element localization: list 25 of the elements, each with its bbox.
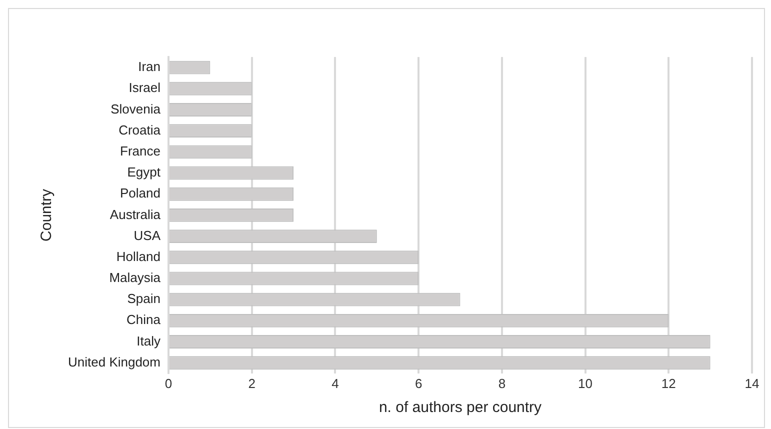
y-tick-label: Croatia [118, 122, 162, 138]
x-tick-label: 4 [332, 376, 339, 391]
y-tick-label: France [120, 144, 160, 158]
y-tick-label: USA [134, 228, 161, 243]
x-axis-title: n. of authors per country [378, 399, 542, 416]
x-tick-label: 10 [578, 376, 593, 391]
y-tick-label: Egypt [127, 164, 161, 180]
x-tick-label: 8 [498, 376, 506, 391]
x-tick-label: 6 [414, 376, 422, 391]
x-tick-label: 12 [661, 376, 676, 391]
y-tick-label: Israel [128, 80, 161, 96]
y-tick-label: Poland [120, 186, 160, 201]
x-tick-label: 0 [164, 376, 172, 391]
y-tick-label: Spain [127, 291, 160, 306]
y-tick-label: United Kingdom [68, 354, 160, 370]
y-tick-label: China [126, 312, 162, 328]
y-tick-label: Malaysia [109, 270, 162, 286]
x-tick-label: 2 [248, 376, 256, 391]
y-tick-label: Holland [116, 248, 160, 264]
y-tick-label: Slovenia [110, 101, 162, 116]
y-tick-label: Australia [110, 206, 162, 222]
y-tick-label: Italy [136, 333, 161, 348]
y-tick-label: Iran [138, 59, 160, 74]
y-axis-title: Country [38, 188, 56, 242]
x-tick-label: 14 [744, 376, 760, 391]
